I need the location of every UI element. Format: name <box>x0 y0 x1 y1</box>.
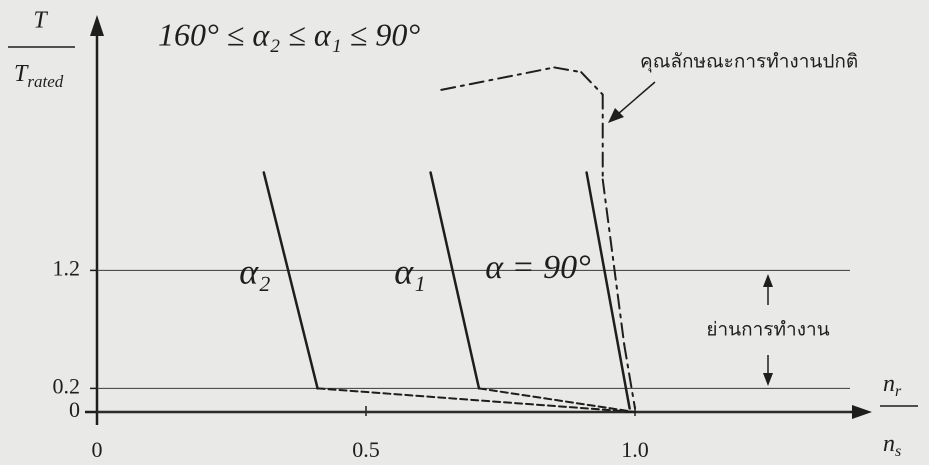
range-label: ย่านการทำงาน <box>706 319 829 341</box>
chart: T Trated nr ns 160° ≤ α₂ ≤ α₁ ≤ 90° ย่าน… <box>0 0 929 465</box>
y-tick-label: 0.2 <box>53 373 81 398</box>
curve-label: คุณลักษณะการทำงานปกติ <box>640 51 858 74</box>
chart-title: 160° ≤ α₂ ≤ α₁ ≤ 90° <box>158 16 420 52</box>
x-tick-label: 0.5 <box>352 437 380 462</box>
y-label-top: T <box>33 8 48 34</box>
y-tick-label: 1.2 <box>53 255 81 280</box>
curve-label: α = 90° <box>485 249 591 286</box>
x-tick-label: 0 <box>92 437 103 462</box>
curve-label: α₁ <box>394 251 425 291</box>
x-tick-label: 1.0 <box>621 437 649 462</box>
y-tick-label: 0 <box>69 397 80 422</box>
curve-label: α₂ <box>239 251 270 291</box>
